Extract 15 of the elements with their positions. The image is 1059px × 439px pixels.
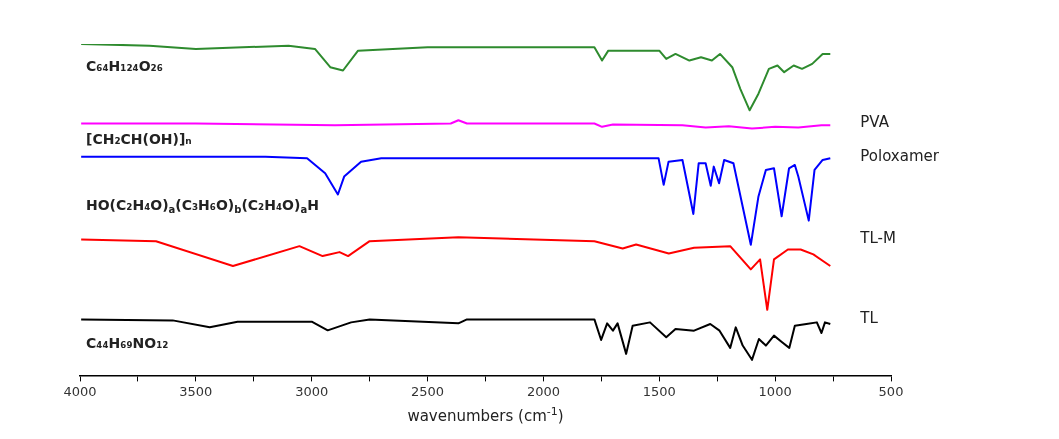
x-tick-label: 500 (878, 383, 904, 399)
annotation: [CH₂CH(OH)]ₙ (86, 130, 192, 147)
x-tick-label: 4000 (63, 383, 97, 399)
x-tick-label: 1000 (758, 383, 792, 399)
annotation: C₆₄H₁₂₄O₂₆ (86, 58, 163, 75)
x-tick-label: 2500 (411, 383, 445, 399)
text: Poloxamer (860, 146, 940, 165)
x-tick-label: 1500 (642, 383, 676, 399)
x-tick-label: 2000 (526, 383, 560, 399)
x-tick-label: 3000 (295, 383, 329, 399)
text: TL (859, 309, 879, 328)
text: TL-M (859, 229, 896, 248)
text: PVA (860, 113, 890, 132)
annotation: C₄₄H₆₉NO₁₂ (86, 334, 169, 351)
x-tick-label: 3500 (179, 383, 213, 399)
